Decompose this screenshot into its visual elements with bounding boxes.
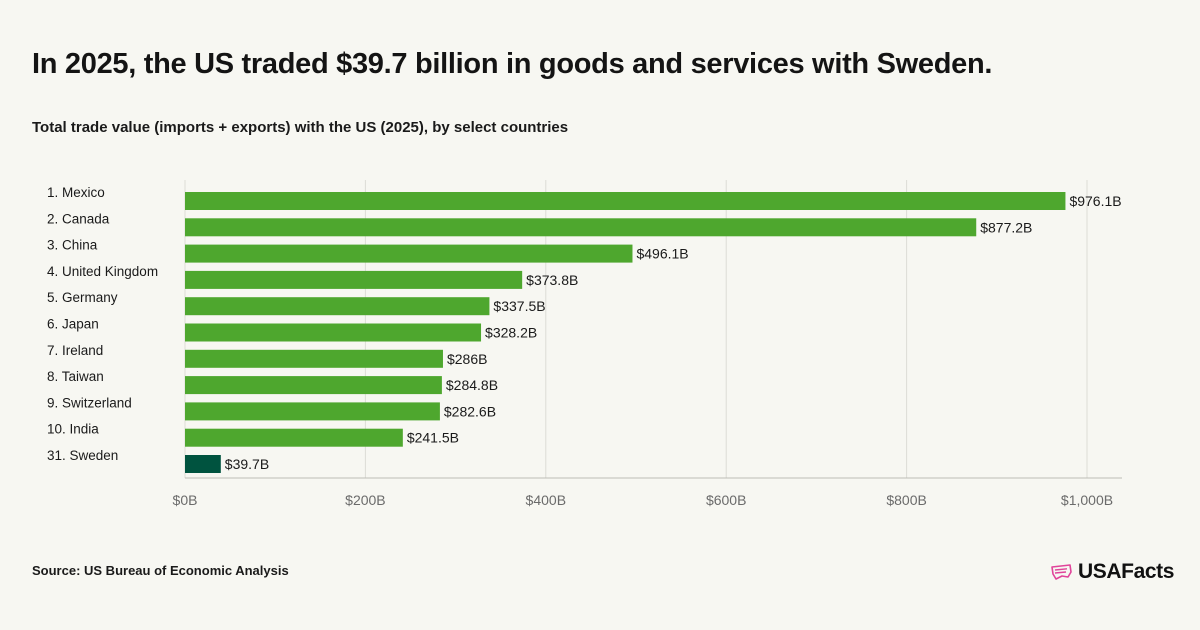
data-label: $328.2B	[485, 325, 537, 341]
bar	[185, 297, 490, 316]
x-tick-label: $800B	[886, 492, 926, 508]
data-label: $282.6B	[444, 403, 496, 419]
x-tick-label: $1,000B	[1061, 492, 1113, 508]
data-label: $877.2B	[980, 219, 1032, 235]
bar	[185, 323, 482, 342]
category-label: 10. India	[47, 422, 99, 437]
data-label: $39.7B	[225, 456, 269, 472]
x-tick-label: $0B	[173, 492, 198, 508]
category-label: 6. Japan	[47, 317, 99, 332]
category-label: 5. Germany	[47, 290, 118, 305]
data-label: $976.1B	[1069, 193, 1121, 209]
x-tick-label: $400B	[526, 492, 566, 508]
source-note: Source: US Bureau of Economic Analysis	[32, 563, 289, 578]
bar	[185, 455, 221, 473]
x-tick-label: $200B	[345, 492, 385, 508]
bar	[185, 192, 1066, 210]
category-label: 8. Taiwan	[47, 369, 104, 384]
category-label: 31. Sweden	[47, 448, 118, 463]
category-label: 4. United Kingdom	[47, 264, 158, 279]
category-label: 7. Ireland	[47, 343, 103, 358]
logo-text: USAFacts	[1078, 560, 1174, 583]
category-label: 1. Mexico	[47, 185, 105, 200]
x-tick-label: $600B	[706, 492, 746, 508]
data-label: $241.5B	[407, 430, 459, 446]
bar	[185, 244, 633, 263]
chart-subtitle: Total trade value (imports + exports) wi…	[32, 119, 569, 136]
us-flag-outline-icon	[1051, 564, 1072, 580]
usafacts-logo: USAFacts	[1050, 560, 1174, 584]
bar	[185, 402, 440, 421]
category-label: 9. Switzerland	[47, 395, 132, 410]
bar	[185, 270, 523, 289]
bar	[185, 218, 977, 237]
category-label: 3. China	[47, 238, 98, 253]
bar	[185, 376, 442, 395]
category-label: 2. Canada	[47, 211, 110, 226]
data-label: $373.8B	[526, 272, 578, 288]
chart-title: In 2025, the US traded $39.7 billion in …	[32, 48, 993, 80]
data-label: $284.8B	[446, 377, 498, 393]
data-label: $337.5B	[493, 298, 545, 314]
bar	[185, 349, 443, 368]
data-label: $496.1B	[636, 246, 688, 262]
bar	[185, 428, 403, 447]
data-label: $286B	[447, 351, 487, 367]
